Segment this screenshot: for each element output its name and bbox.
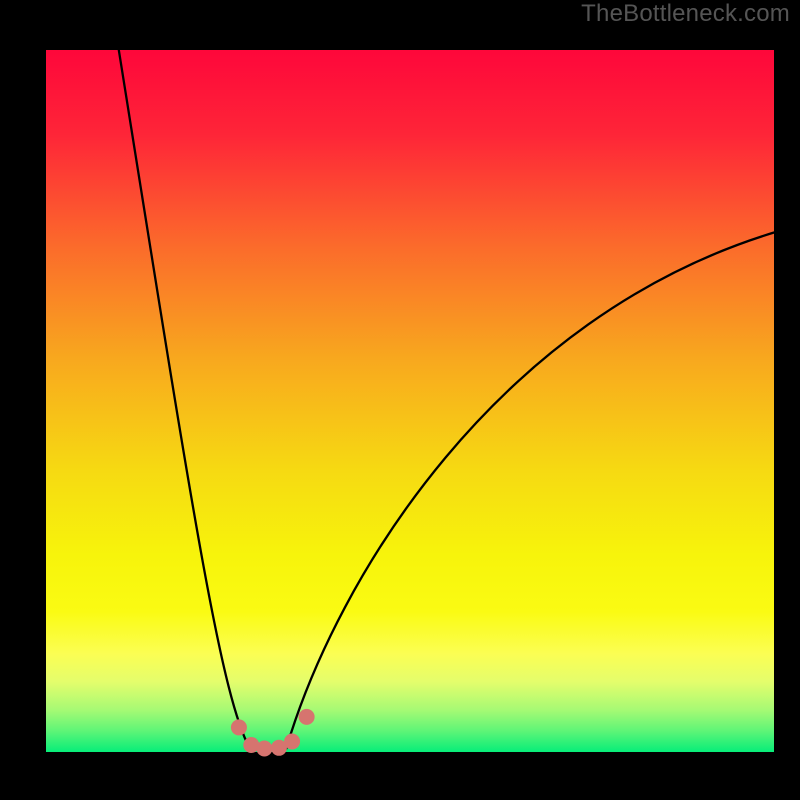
chart-container: TheBottleneck.com bbox=[0, 0, 800, 800]
bottleneck-chart-svg bbox=[0, 0, 800, 800]
watermark-text: TheBottleneck.com bbox=[581, 0, 790, 28]
